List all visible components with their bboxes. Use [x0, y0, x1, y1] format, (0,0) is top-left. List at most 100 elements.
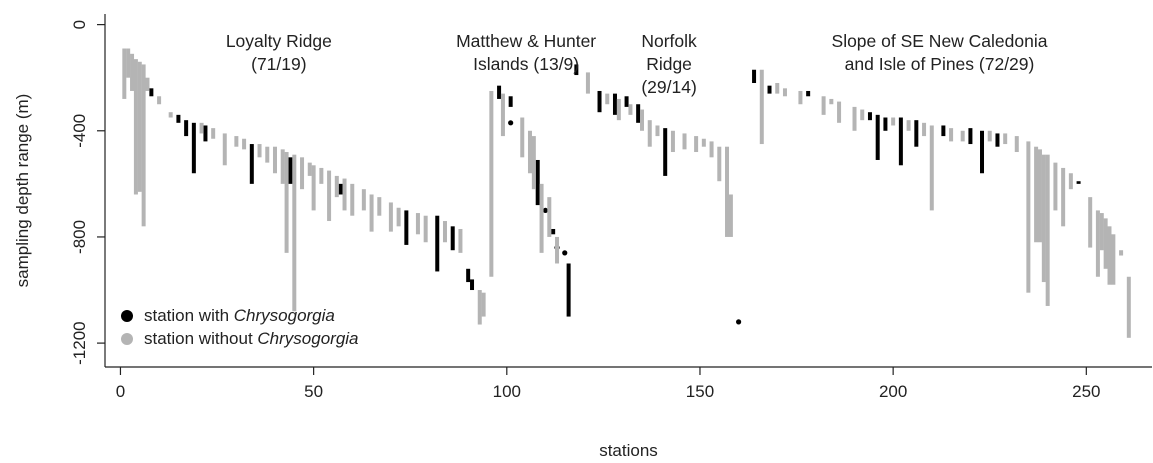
station-bar-with — [767, 85, 772, 94]
station-bar-without — [265, 146, 270, 163]
station-bar-without — [798, 90, 803, 105]
station-bar-without — [369, 194, 374, 232]
station-bar-without — [922, 122, 927, 137]
y-tick-label: -1200 — [70, 321, 89, 364]
station-bar-without — [891, 117, 896, 126]
station-bar-without — [960, 130, 965, 142]
station-bar-without — [1099, 213, 1104, 251]
y-tick-label: -800 — [70, 220, 89, 254]
station-bar-without — [694, 136, 699, 153]
x-tick-label: 100 — [493, 382, 521, 401]
x-tick-label: 250 — [1072, 382, 1100, 401]
station-bar-without — [852, 106, 857, 131]
station-bar-with — [466, 268, 471, 283]
station-bar-without — [311, 165, 316, 211]
legend-label-with: station with Chrysogorgia — [144, 306, 335, 325]
station-bar-with — [508, 96, 513, 107]
station-bar-with — [597, 90, 602, 113]
station-bar-without — [334, 175, 339, 198]
x-tick-label: 50 — [304, 382, 323, 401]
station-bar-without — [211, 128, 216, 139]
station-bar-without — [199, 122, 204, 134]
station-bar-with — [149, 88, 154, 97]
station-bar-without — [1003, 133, 1008, 145]
station-bar-without — [655, 125, 660, 137]
station-bar-without — [1041, 154, 1046, 283]
station-bar-without — [555, 236, 560, 264]
station-bar-without — [987, 130, 992, 142]
station-bar-without — [527, 130, 532, 174]
station-bar-without — [1068, 173, 1073, 190]
station-bar-without — [481, 292, 486, 317]
station-bar-without — [284, 152, 289, 253]
station-bar-without — [458, 228, 463, 253]
station-bar-with — [636, 104, 641, 123]
station-bar-without — [670, 130, 675, 153]
plot-frame — [104, 14, 1152, 368]
station-bar-without — [257, 144, 262, 158]
station-bar-without — [782, 88, 787, 97]
region-label: Ridge — [646, 54, 692, 74]
station-bar-without — [342, 178, 347, 211]
station-bar-without — [423, 215, 428, 243]
region-label: Slope of SE New Caledonia — [832, 31, 1048, 51]
x-tick-label: 0 — [116, 382, 125, 401]
station-bar-with — [867, 112, 872, 121]
station-bar-without — [442, 221, 447, 243]
station-bar-with — [338, 183, 343, 195]
legend: station with Chrysogorgia station without… — [121, 306, 359, 348]
station-bar-without — [520, 117, 525, 158]
station-bar-without — [628, 104, 633, 115]
station-bar-without — [616, 98, 621, 121]
station-bar-without — [1119, 250, 1124, 256]
station-bar-without — [682, 133, 687, 150]
region-label: and Isle of Pines (72/29) — [845, 54, 1035, 74]
station-bar-without — [837, 101, 842, 123]
station-bar-with — [249, 144, 254, 184]
station-bar-with — [806, 90, 811, 97]
station-bar-with — [968, 128, 973, 145]
station-bar-with — [470, 279, 475, 291]
region-label: Loyalty Ridge — [226, 31, 332, 51]
station-bar-without — [759, 69, 764, 145]
station-bar-with — [176, 114, 181, 123]
station-bar-without — [725, 146, 730, 237]
station-bar-without — [1088, 197, 1093, 248]
station-bar-with — [551, 228, 556, 235]
station-point-with — [542, 207, 549, 214]
station-bar-without — [222, 133, 227, 166]
station-bar-without — [396, 207, 401, 227]
station-bar-without — [350, 183, 355, 216]
station-bar-without — [126, 48, 131, 78]
axes: 0 50 100 150 200 250 0 -400 -800 -1200 stations sam… — [13, 20, 1101, 460]
station-bar-with — [191, 122, 196, 174]
station-bar-without — [1061, 167, 1066, 227]
station-bar-without — [728, 194, 733, 237]
station-bar-with — [574, 64, 579, 76]
station-bar-without — [157, 96, 162, 105]
station-bar-with — [404, 210, 409, 245]
legend-label-without: station without Chrysogorgia — [144, 329, 359, 348]
station-bar-without — [1045, 154, 1050, 306]
station-bar-with — [435, 215, 440, 272]
station-bar-with — [914, 120, 919, 147]
y-tick-label: 0 — [70, 20, 89, 29]
station-bar-without — [280, 149, 285, 184]
station-bar-with — [752, 69, 757, 84]
station-bar-without — [1095, 210, 1100, 277]
station-bar-with — [663, 128, 668, 176]
station-bar-with — [624, 96, 629, 107]
station-bar-with — [450, 226, 455, 251]
station-bar-without — [307, 162, 312, 176]
station-bar-without — [1103, 218, 1108, 269]
x-tick-label: 150 — [686, 382, 714, 401]
station-bar-with — [898, 117, 903, 166]
station-bar-with — [184, 120, 189, 137]
station-bar-without — [361, 189, 366, 211]
region-label: Norfolk — [641, 31, 697, 51]
station-point-with — [562, 250, 568, 256]
station-bar-without — [130, 53, 135, 91]
station-bar-with — [497, 85, 502, 99]
station-bar-without — [1126, 276, 1131, 338]
station-bar-without — [1111, 234, 1116, 285]
